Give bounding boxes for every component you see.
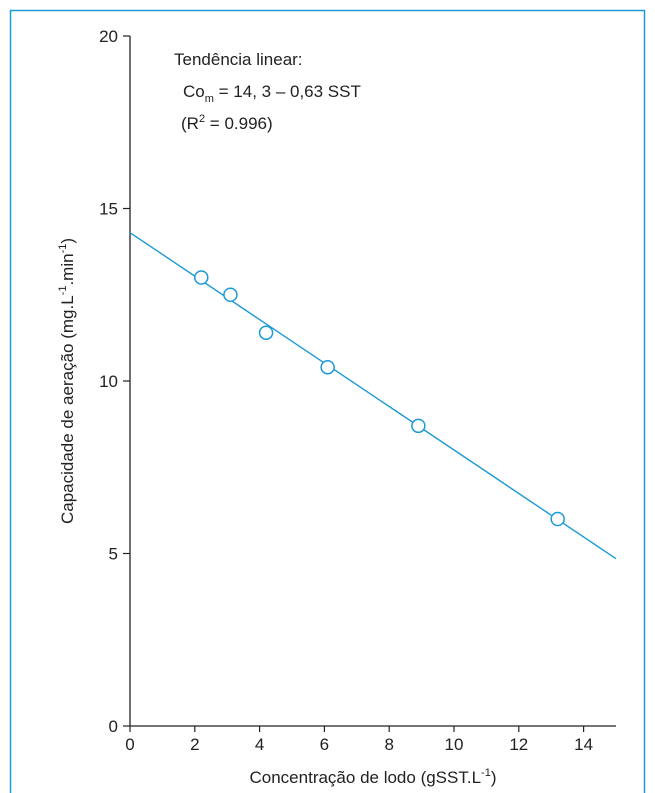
data-point (223, 287, 238, 302)
annotation-line-2: Com = 14, 3 – 0,63 SST (183, 82, 361, 105)
data-point (320, 359, 335, 375)
x-tick-label: 12 (509, 735, 528, 754)
data-point (194, 270, 209, 285)
data-points (194, 270, 565, 527)
y-axis-title: Capacidade de aeração (mg.L-1.min-1) (57, 238, 77, 524)
trend-line (129, 232, 617, 560)
x-tick-label: 6 (320, 735, 329, 754)
annotation-line-3: (R2 = 0.996) (181, 113, 273, 133)
y-tick-label: 10 (99, 372, 118, 391)
x-tick-label: 14 (574, 735, 593, 754)
x-tick-label: 0 (125, 735, 134, 754)
data-point (411, 418, 426, 434)
x-axis-title: Concentração de lodo (gSST.L-1) (250, 767, 497, 787)
x-tick-label: 10 (445, 735, 464, 754)
data-point (258, 325, 274, 340)
figure-border (9, 9, 646, 793)
x-tick-label: 4 (255, 735, 264, 754)
annotation-line-1: Tendência linear: (174, 50, 303, 69)
y-tick-label: 20 (99, 27, 118, 46)
trend-annotation: Tendência linear: Com = 14, 3 – 0,63 SST… (174, 50, 361, 133)
y-tick-label: 5 (109, 545, 118, 564)
x-ticks: 0 2 4 6 8 10 12 14 (125, 726, 593, 754)
y-ticks: 0 5 10 15 20 (99, 27, 130, 736)
x-tick-label: 2 (190, 735, 199, 754)
data-point (550, 511, 565, 527)
y-tick-label: 0 (109, 717, 118, 736)
plot-area: 0 2 4 6 8 10 12 14 0 5 10 15 20 (99, 27, 617, 754)
x-tick-label: 8 (384, 735, 393, 754)
y-tick-label: 15 (99, 200, 118, 219)
